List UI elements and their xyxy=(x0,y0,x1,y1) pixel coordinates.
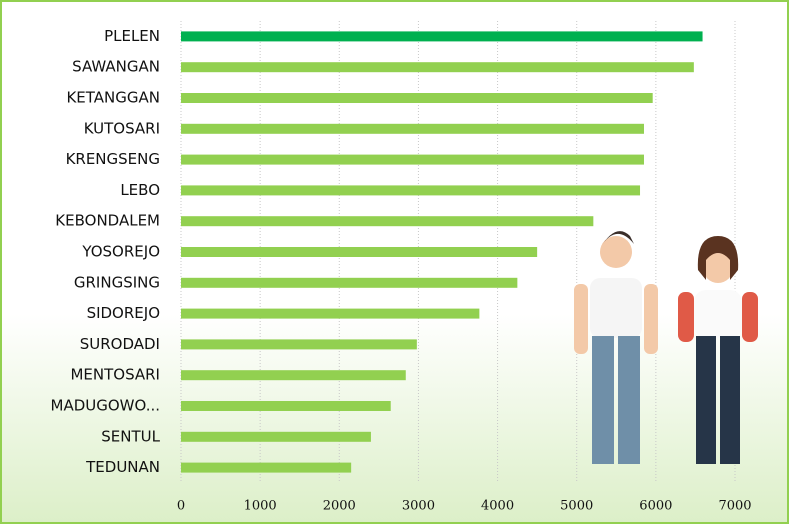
y-tick-label: SURODADI xyxy=(80,335,160,353)
y-tick-label: KEBONDALEM xyxy=(55,212,160,230)
bar xyxy=(181,62,694,72)
leg xyxy=(592,336,614,464)
y-tick-label: MENTOSARI xyxy=(70,366,160,384)
x-tick-label: 6000 xyxy=(639,499,672,514)
arm xyxy=(644,284,658,354)
chart: 0 1000 2000 3000 4000 5000 6000 7000 PLELEN SAWAN… xyxy=(0,0,789,524)
y-tick-label: KUTOSARI xyxy=(84,119,160,137)
x-tick-label: 3000 xyxy=(402,499,435,514)
y-tick-label: LEBO xyxy=(120,181,160,199)
bar xyxy=(181,432,371,442)
sleeve xyxy=(742,292,758,342)
y-tick-label: SENTUL xyxy=(101,427,160,445)
bar xyxy=(181,309,479,319)
bar xyxy=(181,216,593,226)
bar xyxy=(181,463,351,473)
leg xyxy=(720,336,740,464)
bar xyxy=(181,124,644,134)
bar xyxy=(181,93,653,103)
leg xyxy=(696,336,716,464)
page: 0 1000 2000 3000 4000 5000 6000 7000 PLELEN SAWAN… xyxy=(0,0,789,524)
y-tick-label: YOSOREJO xyxy=(81,243,160,261)
bar xyxy=(181,185,640,195)
bar xyxy=(181,155,644,165)
x-tick-label: 5000 xyxy=(560,499,593,514)
x-tick-label: 0 xyxy=(177,499,185,514)
bar xyxy=(181,339,417,349)
y-tick-label: PLELEN xyxy=(104,27,160,45)
bar xyxy=(181,31,703,41)
x-tick-label: 2000 xyxy=(323,499,356,514)
x-tick-label: 7000 xyxy=(718,499,751,514)
y-tick-label: KRENGSENG xyxy=(66,150,160,168)
bar xyxy=(181,401,391,411)
y-tick-label: MADUGOWO... xyxy=(51,397,161,415)
head xyxy=(600,236,632,268)
sleeve xyxy=(678,292,694,342)
shirt xyxy=(590,278,642,338)
y-tick-label: SAWANGAN xyxy=(72,58,160,76)
y-tick-label: TEDUNAN xyxy=(85,458,160,476)
y-tick-label: SIDOREJO xyxy=(87,304,160,322)
x-tick-label: 4000 xyxy=(481,499,514,514)
arm xyxy=(574,284,588,354)
shirt xyxy=(694,290,742,338)
x-tick-label: 1000 xyxy=(244,499,277,514)
y-tick-label: GRINGSING xyxy=(74,273,160,291)
leg xyxy=(618,336,640,464)
y-tick-label: KETANGGAN xyxy=(66,89,160,107)
bar xyxy=(181,370,406,380)
bar xyxy=(181,247,537,257)
bar xyxy=(181,278,517,288)
